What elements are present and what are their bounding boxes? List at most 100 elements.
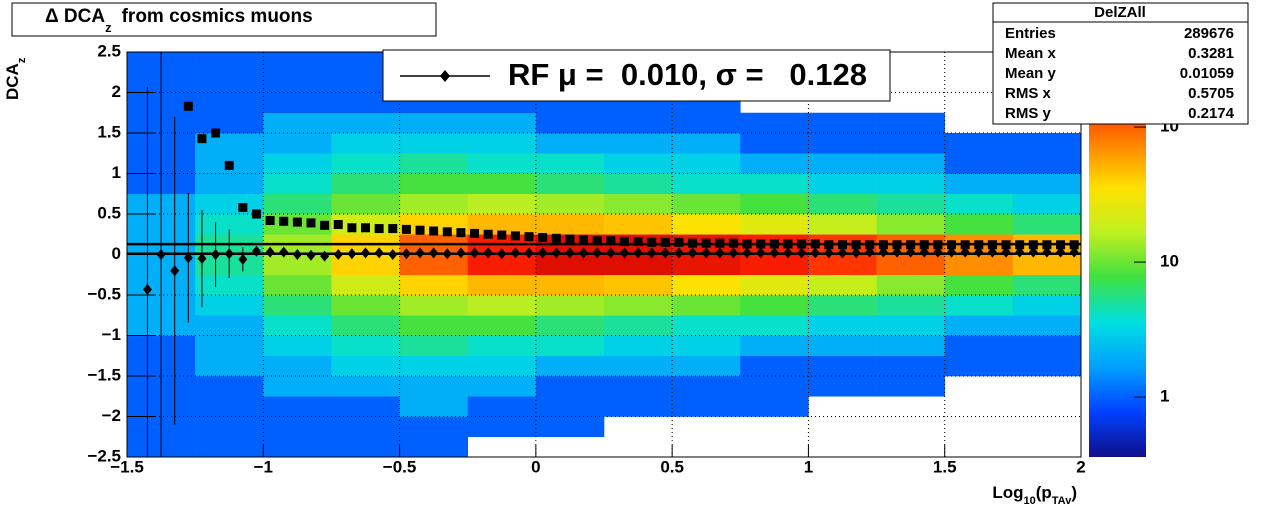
heatmap-cell bbox=[944, 274, 1014, 296]
y-tick-label: 0.5 bbox=[97, 203, 121, 222]
stats-name: RMS y bbox=[1005, 105, 1052, 122]
heatmap-cell bbox=[195, 112, 264, 134]
square-marker bbox=[183, 101, 193, 111]
heatmap-cell bbox=[467, 214, 537, 235]
square-marker bbox=[851, 240, 861, 250]
heatmap-cell bbox=[195, 436, 264, 458]
square-marker bbox=[633, 237, 643, 247]
heatmap-cell bbox=[263, 254, 332, 276]
square-marker bbox=[292, 217, 302, 227]
heatmap-cell bbox=[876, 274, 946, 296]
heatmap-cell bbox=[604, 376, 673, 397]
heatmap-cell bbox=[1012, 274, 1082, 296]
heatmap-cell bbox=[535, 416, 605, 438]
diamond-marker bbox=[361, 247, 370, 259]
diamond-marker bbox=[442, 248, 452, 260]
diamond-marker bbox=[633, 247, 643, 259]
heatmap-cell bbox=[944, 315, 1014, 336]
diamond-marker bbox=[251, 245, 261, 257]
heatmap-cell bbox=[808, 295, 877, 316]
square-marker bbox=[401, 224, 411, 234]
heatmap-cell bbox=[195, 295, 264, 316]
square-marker bbox=[483, 229, 493, 239]
stats-name: Entries bbox=[1005, 25, 1056, 42]
heatmap-cell bbox=[263, 92, 332, 114]
heatmap-cell bbox=[1012, 193, 1082, 215]
heatmap-cell bbox=[195, 335, 264, 357]
title-box bbox=[11, 2, 437, 37]
diamond-marker bbox=[415, 247, 425, 259]
diamond-marker bbox=[565, 247, 575, 259]
diamond-marker bbox=[510, 247, 520, 259]
heatmap-cell bbox=[467, 133, 537, 154]
heatmap-cell bbox=[944, 254, 1014, 276]
square-marker bbox=[279, 216, 289, 226]
heatmap-cell bbox=[467, 173, 537, 195]
diamond-marker bbox=[388, 249, 398, 260]
heatmap-cell bbox=[604, 335, 673, 357]
heatmap-cell bbox=[808, 133, 877, 154]
square-marker bbox=[415, 225, 425, 235]
square-marker bbox=[919, 240, 929, 250]
heatmap-cell bbox=[876, 295, 946, 316]
y-tick-label: −1.5 bbox=[87, 365, 121, 384]
heatmap-cell bbox=[604, 295, 673, 316]
diamond-marker bbox=[456, 247, 466, 259]
x-axis-label: Log10(pTAv) bbox=[992, 483, 1077, 506]
heatmap-cell bbox=[263, 315, 332, 336]
heatmap-cell bbox=[740, 173, 809, 195]
y-tick-label: 2 bbox=[112, 82, 121, 101]
heatmap-cell bbox=[808, 315, 877, 336]
title-sub: z bbox=[105, 20, 112, 35]
heatmap-cell bbox=[195, 173, 264, 195]
x-tick-label: −0.5 bbox=[383, 457, 417, 476]
square-marker bbox=[211, 128, 221, 138]
heatmap-cell bbox=[672, 214, 741, 235]
heatmap-cell bbox=[535, 376, 605, 397]
heatmap-cell bbox=[263, 335, 332, 357]
diamond-marker bbox=[838, 247, 847, 259]
heatmap-cell bbox=[604, 112, 673, 134]
square-marker bbox=[238, 203, 248, 213]
square-marker bbox=[1001, 240, 1011, 250]
heatmap-cell bbox=[1012, 254, 1082, 276]
heatmap-cell bbox=[876, 214, 946, 235]
heatmap-cell bbox=[876, 193, 946, 215]
square-marker bbox=[987, 240, 997, 250]
y-tick-label: −0.5 bbox=[87, 284, 121, 303]
square-marker bbox=[674, 237, 684, 247]
square-marker bbox=[892, 240, 902, 250]
x-tick-label: 0.5 bbox=[660, 457, 684, 476]
heatmap-cell bbox=[399, 295, 469, 316]
heatmap-cell bbox=[876, 133, 946, 154]
heatmap-cell bbox=[195, 396, 264, 417]
square-marker bbox=[1069, 240, 1079, 250]
diamond-marker bbox=[1056, 246, 1066, 258]
diamond-marker bbox=[878, 246, 888, 258]
heatmap-cell bbox=[672, 295, 741, 316]
heatmap-cell bbox=[808, 355, 877, 377]
heatmap-cell bbox=[331, 396, 400, 417]
heatmap-cell bbox=[399, 274, 469, 296]
heatmap-cell bbox=[195, 376, 264, 397]
x-label-sub: TAv bbox=[1052, 495, 1072, 507]
diamond-marker bbox=[470, 247, 480, 259]
axes: −1.5 −1 −0.5 0 0.5 1 1.5 2 −2.5 −2 −1.5 −1 −0.5 0 0.5 1… bbox=[87, 41, 1085, 476]
square-marker bbox=[688, 238, 698, 248]
diamond-marker bbox=[538, 247, 548, 259]
x-tick-label: 0 bbox=[531, 457, 540, 476]
square-marker bbox=[810, 239, 820, 249]
z-tick-label: 1 bbox=[1160, 387, 1169, 406]
x-tick-label: 2 bbox=[1076, 457, 1085, 476]
heatmap-cell bbox=[263, 112, 332, 134]
heatmap-cell bbox=[399, 254, 469, 276]
stats-frame bbox=[992, 2, 1249, 125]
heatmap-cell bbox=[944, 335, 1014, 357]
diamond-marker bbox=[674, 247, 684, 259]
heatmap-cell bbox=[808, 173, 877, 195]
heatmap-cell bbox=[604, 355, 673, 377]
heatmap-cell bbox=[604, 396, 673, 417]
diamond-marker bbox=[429, 247, 439, 259]
diamond-marker bbox=[551, 247, 561, 259]
